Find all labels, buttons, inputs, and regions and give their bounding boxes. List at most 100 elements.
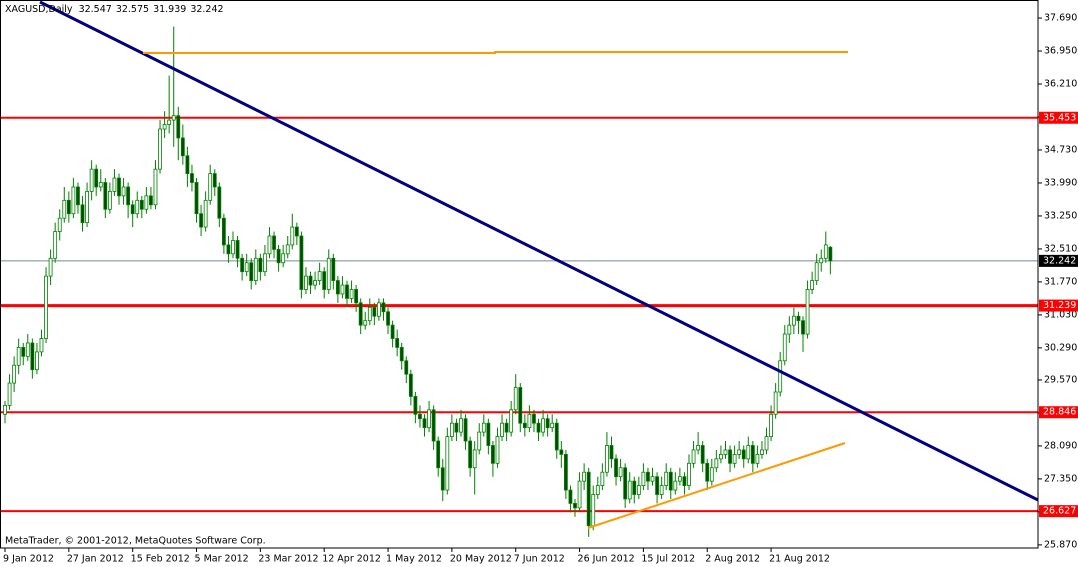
y-tick-label: 28.090 <box>1044 440 1077 451</box>
plot-frame <box>0 0 1039 549</box>
x-tick-label: 5 Mar 2012 <box>195 554 249 565</box>
candle-body <box>25 342 30 357</box>
candle-body <box>48 257 53 277</box>
candle-body <box>422 418 427 429</box>
candle-body <box>413 396 418 415</box>
copyright: MetaTrader, © 2001-2012, MetaQuotes Soft… <box>5 536 266 547</box>
close: 32.242 <box>190 4 223 15</box>
candle-body <box>294 226 299 237</box>
candle-body <box>677 476 682 482</box>
candle-body <box>719 453 723 460</box>
candle-body <box>700 445 705 464</box>
candle-body <box>814 262 819 281</box>
y-tick-label: 25.870 <box>1044 539 1077 550</box>
candle-body <box>313 280 317 286</box>
high: 32.575 <box>116 4 149 15</box>
candle-body <box>253 257 258 281</box>
candle-body <box>331 257 336 281</box>
candle-body <box>796 315 801 322</box>
candle-body <box>130 204 135 215</box>
candle-body <box>805 289 810 335</box>
candle-body <box>513 387 518 411</box>
candle-body <box>30 342 35 371</box>
y-tick-label: 32.510 <box>1044 243 1077 254</box>
candle-body <box>755 453 760 464</box>
candle-body <box>687 462 691 487</box>
candle-body <box>823 244 828 259</box>
candle-body <box>21 347 26 357</box>
candle-body <box>299 235 304 290</box>
candle-body <box>203 199 208 228</box>
candle-body <box>226 244 231 255</box>
y-tick-label: 34.730 <box>1044 144 1077 155</box>
candle-body <box>486 422 491 446</box>
candle-body <box>504 422 509 433</box>
plot <box>1 26 1038 537</box>
candle-body <box>149 195 153 206</box>
candle-body <box>12 364 17 384</box>
candle-body <box>728 449 732 464</box>
candle-body <box>787 324 792 335</box>
candle-body <box>185 155 190 174</box>
candle-body <box>276 248 281 264</box>
candle-body <box>682 476 687 486</box>
candle-body <box>723 449 728 455</box>
candle-body <box>709 467 714 482</box>
candle-body <box>217 186 222 219</box>
level-label: 26.627 <box>1043 506 1076 517</box>
resistance-line <box>143 51 848 54</box>
candle-body <box>367 306 372 322</box>
candle-body <box>623 467 628 500</box>
candle-body <box>750 445 755 464</box>
symbol: XAGUSD,Daily <box>5 4 73 15</box>
candle-body <box>71 186 76 215</box>
candle-body <box>468 440 473 469</box>
candle-body <box>153 168 158 206</box>
x-tick-label: 7 Jun 2012 <box>514 554 565 565</box>
candle-body <box>349 289 354 299</box>
candle-body <box>208 173 213 201</box>
candle-body <box>381 302 386 313</box>
candle-body <box>167 119 172 125</box>
candle-body <box>221 217 226 246</box>
candle-body <box>568 489 573 504</box>
candle-body <box>180 137 185 157</box>
candle-body <box>782 333 787 362</box>
candle-body <box>819 257 824 264</box>
candle-body <box>85 191 89 224</box>
candle-body <box>641 471 646 487</box>
candle-body <box>591 494 596 527</box>
candle-body <box>244 262 249 273</box>
y-tick-label: 31.770 <box>1044 276 1077 287</box>
candle-body <box>545 418 550 429</box>
candle-body <box>664 471 669 487</box>
candle-body <box>481 422 486 433</box>
candle-body <box>582 471 587 482</box>
candle-body <box>281 253 286 264</box>
candle-body <box>559 449 564 455</box>
price-label-box <box>1039 254 1078 267</box>
candle-body <box>158 128 162 170</box>
candle-body <box>126 186 131 206</box>
candle-body <box>190 173 194 183</box>
candle-body <box>563 453 568 491</box>
trend-line <box>39 0 1039 502</box>
candle-body <box>714 458 719 469</box>
candle-body <box>53 231 58 259</box>
candle-body <box>573 503 577 509</box>
header: XAGUSD,Daily 32.547 32.575 31.939 32.242 <box>5 4 224 15</box>
candle-body <box>267 235 272 255</box>
candle-body <box>801 320 805 335</box>
candle-body <box>445 436 450 491</box>
x-tick-label: 23 Mar 2012 <box>258 554 318 565</box>
price-label: 32.242 <box>1043 255 1076 266</box>
candle-body <box>194 182 199 215</box>
y-tick-label: 29.570 <box>1044 374 1077 385</box>
candle-body <box>308 275 313 286</box>
y-tick-label: 27.350 <box>1044 473 1077 484</box>
y-tick-label: 37.690 <box>1044 13 1077 24</box>
candle-body <box>317 271 322 281</box>
candle-body <box>117 177 121 197</box>
candle-body <box>162 124 167 130</box>
